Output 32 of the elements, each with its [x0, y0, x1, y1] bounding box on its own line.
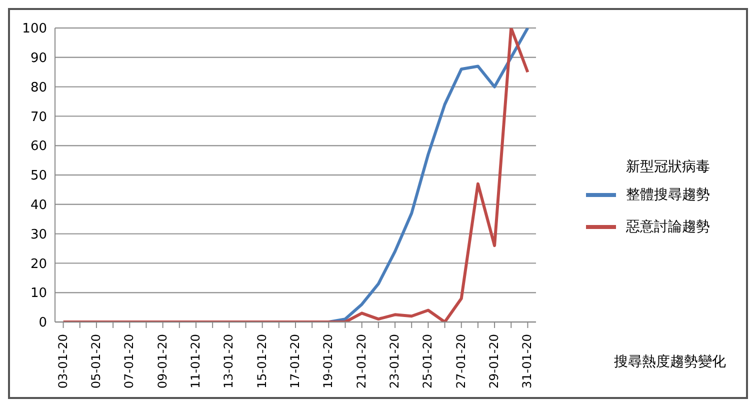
line-series [62, 28, 530, 322]
x-tick-label: 19-01-20 [321, 334, 336, 388]
y-tick-label: 10 [30, 286, 47, 302]
y-tick-label: 70 [30, 110, 47, 125]
y-tick-label: 0 [38, 316, 47, 331]
x-tick-label: 15-01-20 [254, 334, 269, 388]
x-tick-label: 05-01-20 [88, 334, 103, 388]
x-tick-label: 21-01-20 [354, 334, 368, 388]
x-tick-label: 29-01-20 [487, 334, 502, 388]
text: 搜尋熱度趨勢變化 [614, 353, 726, 371]
line-series [327, 28, 530, 322]
x-tick-label: 31-01-20 [520, 334, 534, 388]
x-tick-label: 07-01-20 [122, 334, 136, 388]
y-tick-label: 40 [30, 198, 47, 214]
x-tick-label: 11-01-20 [188, 334, 203, 388]
x-tick-label: 13-01-20 [222, 334, 236, 388]
legend-title: 新型冠狀病毒 [626, 158, 711, 176]
y-tick-label: 80 [30, 80, 47, 96]
x-tick-label: 03-01-20 [56, 334, 70, 388]
y-tick-label: 90 [30, 51, 47, 66]
legend-label: 惡意討論趨勢 [626, 218, 710, 236]
y-tick-label: 20 [30, 256, 47, 272]
x-tick-label: 23-01-20 [388, 334, 402, 388]
x-tick-label: 27-01-20 [454, 334, 468, 388]
y-tick-label: 30 [30, 227, 47, 242]
legend-label: 整體搜尋趨勢 [626, 186, 710, 204]
y-tick-label: 50 [30, 168, 47, 184]
x-tick-label: 25-01-20 [420, 334, 435, 388]
x-tick-label: 09-01-20 [155, 334, 170, 388]
x-tick-label: 17-01-20 [288, 334, 302, 388]
y-tick-label: 60 [30, 139, 47, 154]
y-tick-label: 100 [22, 22, 47, 37]
